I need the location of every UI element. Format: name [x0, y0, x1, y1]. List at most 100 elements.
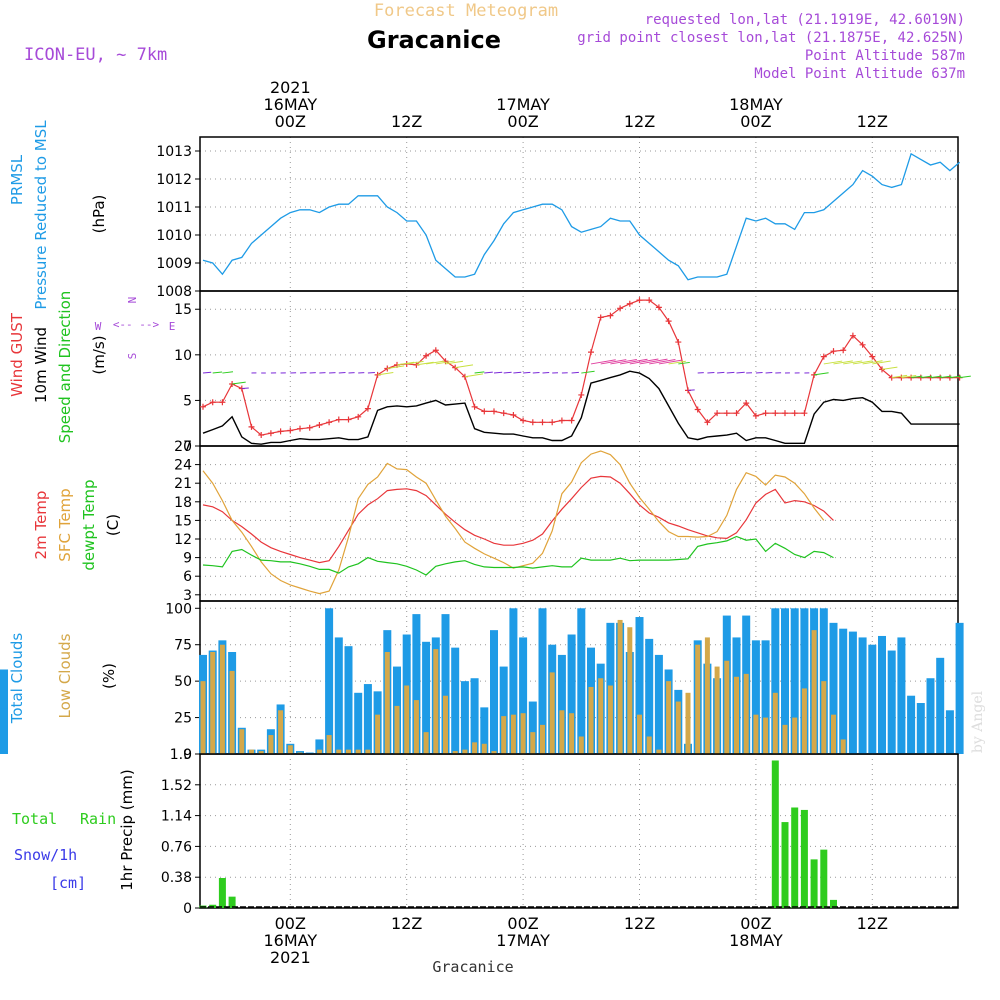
y-tick-label: 100	[165, 601, 192, 617]
wind-arrow	[387, 365, 405, 369]
low-cloud-bar	[365, 749, 371, 754]
wind-arrow	[814, 372, 829, 376]
wind-arrow	[455, 364, 474, 369]
total-cloud-bar	[878, 635, 886, 754]
gust-marker	[364, 405, 371, 412]
wind-arrow	[493, 371, 503, 374]
wind-arrow	[726, 371, 735, 374]
low-cloud-bar	[346, 749, 351, 754]
total-cloud-bar	[519, 637, 528, 754]
low-cloud-bar	[326, 735, 332, 754]
y-tick-label: 1.9	[170, 747, 192, 763]
total-cloud-bar	[0, 708, 8, 754]
gust-marker	[335, 416, 342, 423]
total-cloud-bar	[441, 614, 450, 754]
gust-marker	[714, 410, 721, 417]
gust-marker	[549, 419, 556, 426]
low-cloud-bar	[801, 688, 807, 754]
total-cloud-bar	[567, 634, 576, 754]
temp2m-line	[202, 475, 834, 564]
y-tick-label: 1013	[156, 144, 192, 160]
low-cloud-bar	[200, 681, 206, 754]
low-cloud-bar	[831, 714, 836, 754]
precip-panel: 0 0.38 0.76 1.14 1.52 1.9	[161, 747, 959, 917]
low-cloud-bar	[666, 681, 672, 754]
y-tick-label: 15	[174, 513, 192, 529]
header: Forecast Meteogram Gracanice ICON-EU, ~ …	[24, 1, 965, 82]
wind-arrow	[639, 358, 668, 365]
clouds-unit: (%)	[100, 663, 118, 689]
y-tick-label: 0.38	[161, 870, 192, 886]
low-cloud-bar	[569, 713, 575, 754]
total-cloud-bar	[868, 644, 877, 754]
rain-bar	[781, 822, 789, 908]
y-tick-label: 5	[183, 393, 192, 409]
y-tick-label: 15	[174, 302, 192, 318]
low-cloud-bar	[627, 627, 633, 754]
total-cloud-bar	[955, 622, 964, 754]
wind-arrow	[930, 375, 942, 379]
gust-marker	[655, 304, 662, 311]
gust-marker	[471, 403, 478, 410]
top-time-label: 2021	[270, 78, 311, 97]
pressure-frame	[199, 136, 959, 292]
gust-marker	[675, 339, 682, 346]
total-cloud-bar	[509, 608, 518, 754]
total-cloud-bar	[635, 617, 644, 754]
gust-marker	[568, 417, 575, 424]
gust-marker	[539, 419, 546, 426]
wind-arrow	[484, 371, 493, 374]
model-label: ICON-EU, ~ 7km	[24, 45, 167, 65]
compass-e: E	[169, 320, 176, 333]
y-tick-label: 1012	[156, 172, 192, 188]
low-cloud-bar	[278, 710, 284, 754]
gust-marker	[287, 427, 294, 434]
bottom-time-label: 16MAY	[263, 931, 317, 950]
total-cloud-bar	[848, 631, 857, 754]
low-cloud-bar	[714, 666, 720, 754]
compass-s: S	[126, 353, 139, 360]
low-cloud-bar	[743, 673, 749, 754]
low-cloud-bar	[472, 742, 478, 754]
top-time-label: 17MAY	[496, 95, 550, 114]
y-tick-label: 25	[174, 711, 192, 727]
gust-marker	[849, 332, 856, 339]
pressure-line	[202, 152, 961, 281]
gust-marker	[733, 410, 740, 417]
wind-arrow	[620, 358, 648, 365]
total-cloud-bar	[897, 637, 906, 754]
total-cloud-bar	[654, 654, 663, 754]
wind-arrow	[202, 371, 212, 374]
wind-arrow	[581, 370, 595, 374]
total-cloud-bar	[470, 678, 479, 754]
wind-arrow	[377, 372, 394, 376]
wind-arrow	[881, 366, 898, 370]
top-time-label: 16MAY	[263, 95, 317, 114]
wind-arrow	[212, 371, 223, 374]
rain-bar	[800, 809, 808, 908]
total-cloud-bar	[839, 628, 848, 754]
top-time-label: 12Z	[391, 112, 422, 131]
wind-arrow	[940, 375, 952, 379]
total-cloud-bar	[422, 641, 431, 754]
total-cloud-bar	[761, 640, 770, 754]
wind-arrow	[920, 375, 933, 379]
bottom-time-label: 00Z	[275, 914, 306, 933]
total-cloud-bar	[936, 657, 945, 754]
wind-arrow	[765, 372, 773, 374]
low-cloud-bar	[287, 745, 293, 754]
wind-arrow	[406, 360, 424, 365]
footer-location: Gracanice	[432, 958, 513, 976]
gust-marker	[297, 425, 303, 432]
gust-marker	[752, 412, 759, 419]
total-cloud-bar	[907, 695, 916, 754]
gust-marker	[636, 297, 643, 304]
y-tick-label: 1.14	[161, 809, 192, 825]
bottom-time-label: 12Z	[391, 914, 422, 933]
top-time-label: 12Z	[624, 112, 655, 131]
wind-arrow	[610, 358, 637, 365]
y-tick-label: 0.76	[161, 839, 192, 855]
